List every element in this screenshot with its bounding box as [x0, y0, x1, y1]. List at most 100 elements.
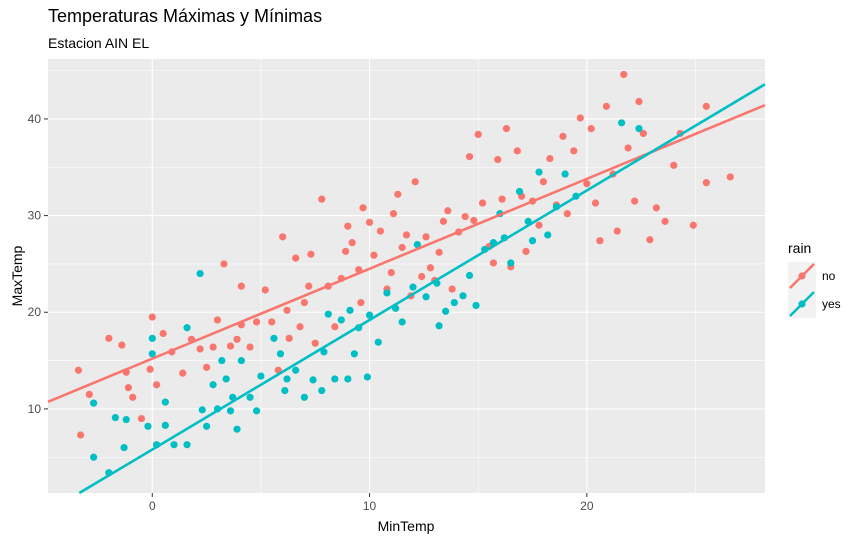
data-point-yes [528, 237, 537, 245]
data-point-no [583, 180, 591, 188]
data-point-yes [618, 119, 626, 127]
data-point-yes [515, 187, 524, 196]
data-point-no [639, 129, 647, 138]
y-axis: 10 20 30 40 [28, 112, 48, 416]
data-point-no [311, 339, 319, 347]
data-point-yes [170, 441, 178, 449]
x-tick-label: 0 [149, 499, 156, 513]
data-point-no [148, 313, 156, 321]
data-point-no [146, 365, 154, 373]
data-point-yes [324, 310, 332, 318]
data-point-yes [409, 283, 417, 291]
data-point-no [389, 210, 398, 218]
x-axis: 0 10 20 [149, 493, 594, 513]
data-point-no [196, 345, 204, 353]
data-point-yes [196, 269, 204, 278]
data-point-yes [276, 350, 285, 358]
data-point-no [461, 212, 469, 221]
data-point-no [159, 329, 167, 338]
data-point-no [522, 247, 530, 255]
data-point-no [348, 239, 356, 247]
data-point-yes [544, 231, 552, 239]
data-points [74, 70, 734, 477]
grid-lines [48, 59, 765, 493]
data-point-no [398, 243, 406, 252]
data-point-yes [183, 324, 191, 332]
data-point-yes [257, 372, 265, 380]
data-point-no [576, 114, 584, 122]
data-point-no [631, 197, 639, 205]
data-point-yes [148, 350, 156, 358]
data-point-yes [331, 375, 339, 383]
data-point-no [118, 341, 126, 349]
legend: rain no yes [788, 240, 841, 318]
data-point-no [563, 210, 571, 218]
data-point-yes [383, 289, 391, 297]
data-point-no [307, 250, 315, 258]
data-point-no [285, 334, 293, 342]
data-point-yes [281, 386, 289, 395]
data-point-yes [161, 398, 169, 406]
data-point-no [318, 195, 326, 203]
data-point-no [670, 161, 678, 169]
data-point-no [129, 393, 137, 401]
data-point-no [494, 155, 502, 164]
data-point-yes [320, 348, 328, 356]
data-point-no [422, 233, 430, 241]
data-point-no [268, 318, 276, 326]
data-point-yes [161, 421, 169, 429]
data-point-no [702, 179, 710, 187]
data-point-no [370, 251, 378, 259]
data-point-no [394, 190, 402, 198]
data-point-yes [90, 453, 98, 461]
data-point-no [470, 216, 478, 225]
data-point-yes [398, 318, 406, 326]
data-point-no [124, 384, 132, 392]
legend-point-no [798, 272, 806, 280]
data-point-yes [472, 301, 480, 310]
data-point-no [546, 154, 554, 163]
y-tick-label: 20 [28, 305, 42, 319]
data-point-no [439, 217, 448, 225]
data-point-yes [442, 307, 450, 315]
data-point-no [296, 323, 304, 331]
data-point-no [85, 390, 93, 399]
data-point-no [246, 343, 254, 351]
data-point-yes [292, 366, 300, 374]
data-point-yes [309, 376, 317, 384]
data-point-yes [144, 422, 152, 430]
data-point-no [702, 102, 710, 110]
data-point-yes [300, 393, 308, 401]
y-tick-label: 10 [28, 402, 42, 416]
plot-panel [48, 59, 765, 493]
data-point-no [387, 269, 395, 277]
data-point-yes [226, 407, 235, 415]
data-point-yes [218, 356, 226, 365]
data-point-no [570, 147, 578, 155]
data-point-no [74, 366, 83, 374]
data-point-yes [246, 393, 254, 401]
legend-point-yes [798, 300, 806, 308]
data-point-no [376, 227, 385, 235]
data-point-no [279, 233, 287, 241]
data-point-yes [111, 414, 119, 422]
data-point-yes [209, 381, 217, 389]
data-point-no [624, 144, 632, 152]
data-point-no [426, 264, 434, 272]
data-point-yes [233, 425, 241, 433]
data-point-yes [346, 306, 354, 314]
data-point-no [652, 204, 660, 212]
data-point-yes [363, 373, 371, 381]
data-point-yes [222, 375, 230, 383]
data-point-no [502, 124, 511, 133]
data-point-yes [344, 375, 352, 383]
data-point-yes [183, 441, 191, 449]
data-point-no [226, 342, 235, 350]
data-point-yes [507, 259, 515, 267]
data-point-yes [561, 170, 569, 178]
data-point-no [444, 207, 452, 215]
data-point-no [539, 178, 547, 186]
data-point-no [153, 381, 161, 389]
data-point-yes [198, 406, 206, 414]
